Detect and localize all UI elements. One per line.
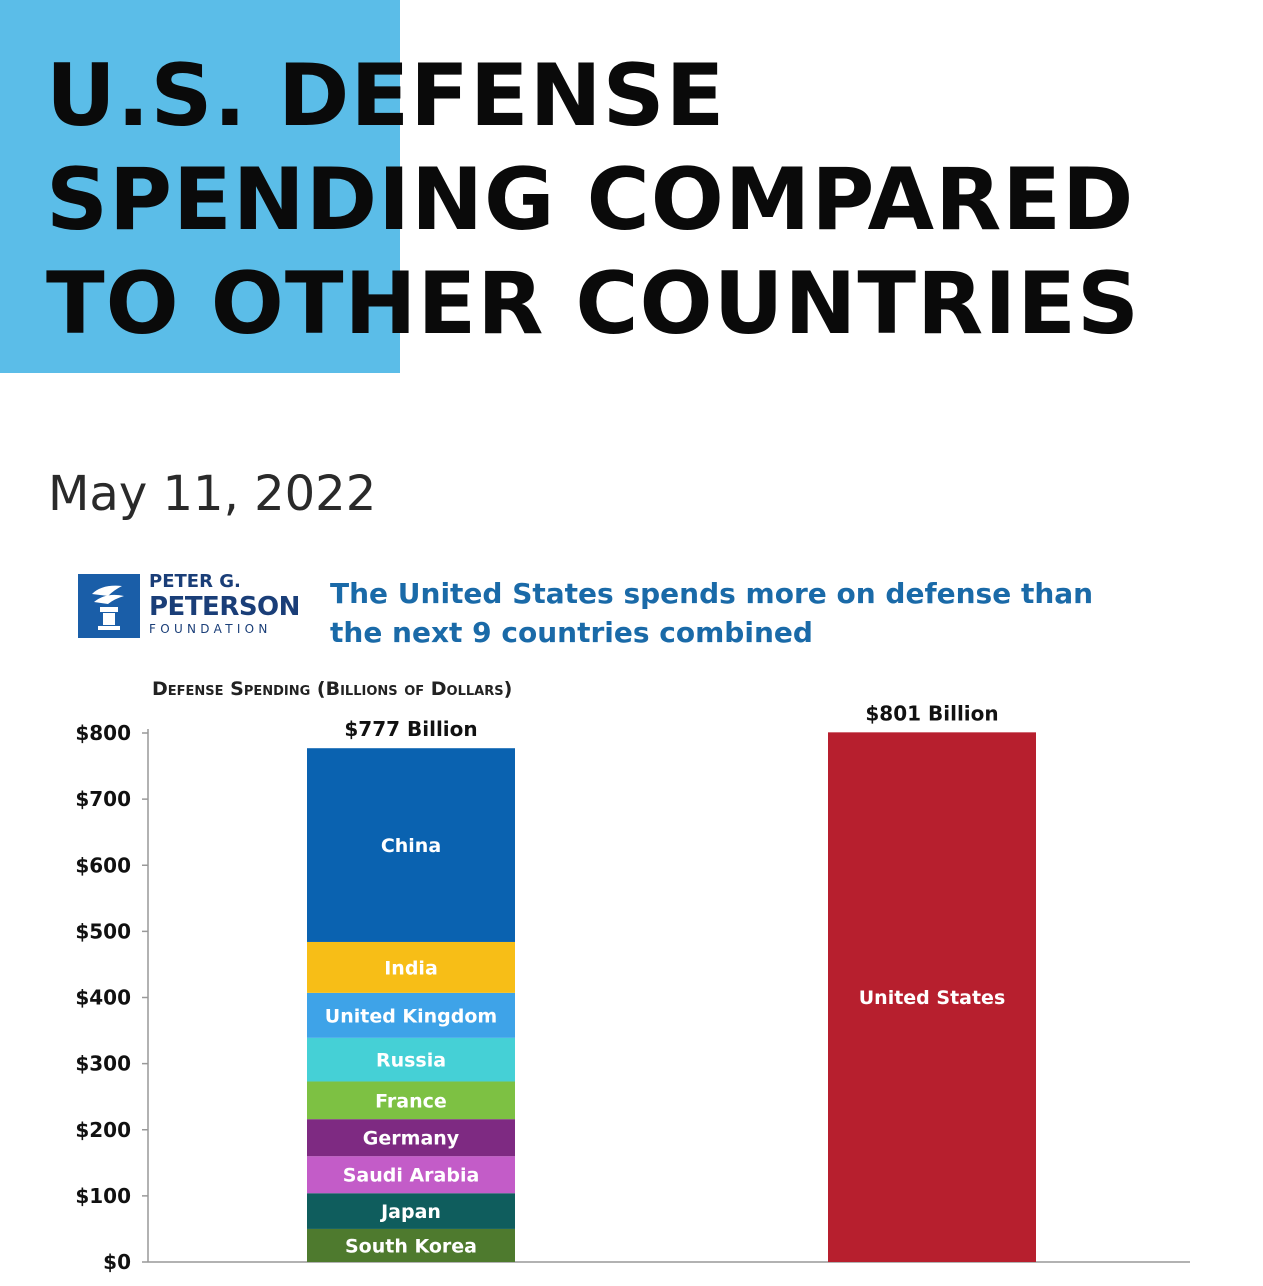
y-tick-label: $800 xyxy=(75,721,131,745)
page-title: U.S. DEFENSE SPENDING COMPARED TO OTHER … xyxy=(46,44,1140,356)
bar-segment-india xyxy=(307,941,515,993)
y-tick-label: $400 xyxy=(75,986,131,1010)
bar-segment-south-korea xyxy=(307,1228,515,1262)
segment-label-china: China xyxy=(381,835,441,857)
segment-label-united-kingdom: United Kingdom xyxy=(325,1005,497,1027)
bar-segment-united-states xyxy=(828,732,1036,1262)
torch-icon xyxy=(78,574,140,638)
bar-segment-russia xyxy=(307,1037,515,1082)
bar-segment-saudi-arabia xyxy=(307,1156,515,1194)
chart-title: The United States spends more on defense… xyxy=(330,577,1094,649)
logo-line-1: PETER G. xyxy=(149,571,241,592)
bar-total-label: $777 Billion xyxy=(344,717,477,741)
bar-total-label: $801 Billion xyxy=(865,701,998,725)
publish-date: May 11, 2022 xyxy=(48,466,377,522)
logo-line-3: FOUNDATION xyxy=(149,622,272,636)
bar-segment-germany xyxy=(307,1119,515,1157)
y-tick-label: $200 xyxy=(75,1118,131,1142)
segment-label-united-states: United States xyxy=(859,987,1006,1009)
y-axis-title: Defense Spending (Billions of Dollars) xyxy=(152,678,513,700)
title-line-2: SPENDING COMPARED xyxy=(46,150,1135,250)
y-tick-label: $500 xyxy=(75,919,131,943)
y-tick-label: $700 xyxy=(75,787,131,811)
y-tick-label: $300 xyxy=(75,1052,131,1076)
title-line-1: U.S. DEFENSE xyxy=(46,46,726,146)
bar-segment-japan xyxy=(307,1193,515,1229)
peterson-logo: PETER G. PETERSON FOUNDATION xyxy=(149,571,300,637)
logo-line-2: PETERSON xyxy=(149,592,300,622)
segment-label-japan: Japan xyxy=(379,1201,441,1223)
segment-label-france: France xyxy=(375,1090,447,1112)
y-tick-label: $100 xyxy=(75,1184,131,1208)
bar-segment-china xyxy=(307,748,515,942)
segment-label-russia: Russia xyxy=(376,1050,446,1072)
segment-label-india: India xyxy=(384,957,438,979)
y-tick-label: $0 xyxy=(103,1250,131,1274)
y-tick-label: $600 xyxy=(75,853,131,877)
segment-label-germany: Germany xyxy=(363,1128,460,1150)
segment-label-south-korea: South Korea xyxy=(345,1235,477,1257)
segment-label-saudi-arabia: Saudi Arabia xyxy=(343,1165,480,1187)
accent-block xyxy=(0,0,400,373)
bar-segment-united-kingdom xyxy=(307,992,515,1038)
title-line-3: TO OTHER COUNTRIES xyxy=(46,254,1140,354)
bar-segment-france xyxy=(307,1081,515,1120)
